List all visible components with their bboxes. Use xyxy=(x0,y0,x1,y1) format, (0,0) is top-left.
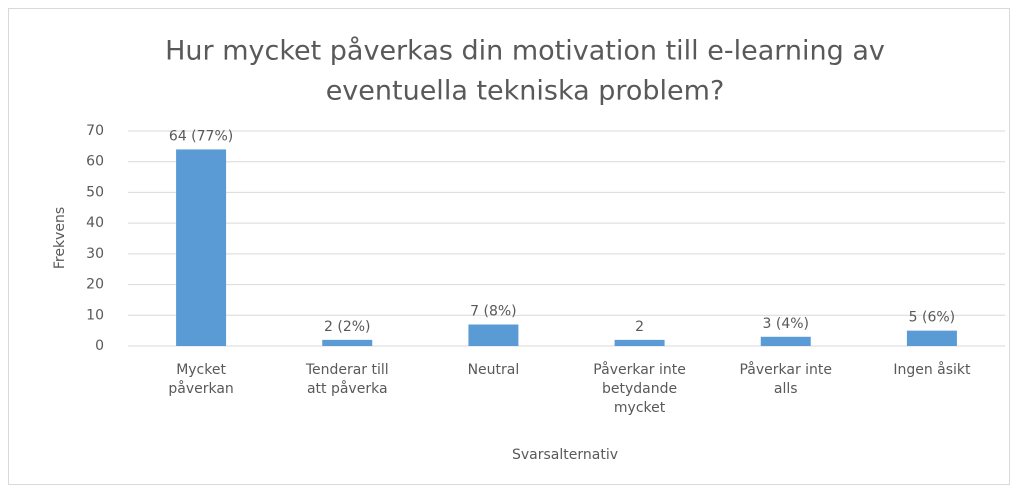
x-tick-label: mycket xyxy=(614,400,666,416)
bar xyxy=(322,339,373,346)
x-tick-label: att påverka xyxy=(307,380,388,397)
y-tick-label: 70 xyxy=(86,123,104,139)
x-tick-label: Påverkar inte xyxy=(593,361,686,378)
x-tick-label: Påverkar inte xyxy=(739,361,832,378)
y-tick-label: 40 xyxy=(86,215,104,231)
chart-title: Hur mycket påverkas din motivation till … xyxy=(165,36,885,67)
bar xyxy=(906,330,957,346)
data-label: 3 (4%) xyxy=(763,316,810,332)
bar xyxy=(760,336,811,346)
x-tick-label: påverkan xyxy=(168,380,233,397)
x-tick-label: Ingen åsikt xyxy=(893,361,971,378)
y-tick-label: 10 xyxy=(86,307,104,323)
data-label: 7 (8%) xyxy=(470,304,517,320)
data-label: 2 (2%) xyxy=(324,319,371,335)
y-tick-label: 20 xyxy=(86,277,104,293)
bar xyxy=(468,324,519,346)
bar xyxy=(176,149,227,346)
x-tick-label: Tenderar till xyxy=(305,362,389,378)
x-axis-label: Svarsalternativ xyxy=(512,447,618,463)
data-label: 5 (6%) xyxy=(909,310,956,326)
bar xyxy=(614,339,665,346)
y-tick-label: 30 xyxy=(86,246,104,262)
x-tick-label: betydande xyxy=(602,381,677,397)
y-tick-label: 60 xyxy=(86,154,104,170)
x-tick-label: alls xyxy=(774,381,798,397)
y-axis-label: Frekvens xyxy=(52,207,68,269)
y-tick-label: 50 xyxy=(86,184,104,200)
data-label: 64 (77%) xyxy=(169,128,233,144)
chart-title: eventuella tekniska problem? xyxy=(326,76,725,107)
y-tick-label: 0 xyxy=(95,338,104,354)
x-tick-label: Neutral xyxy=(468,362,520,378)
x-tick-label: Mycket xyxy=(176,362,226,378)
chart-border xyxy=(8,8,1010,485)
data-label: 2 xyxy=(635,319,644,335)
